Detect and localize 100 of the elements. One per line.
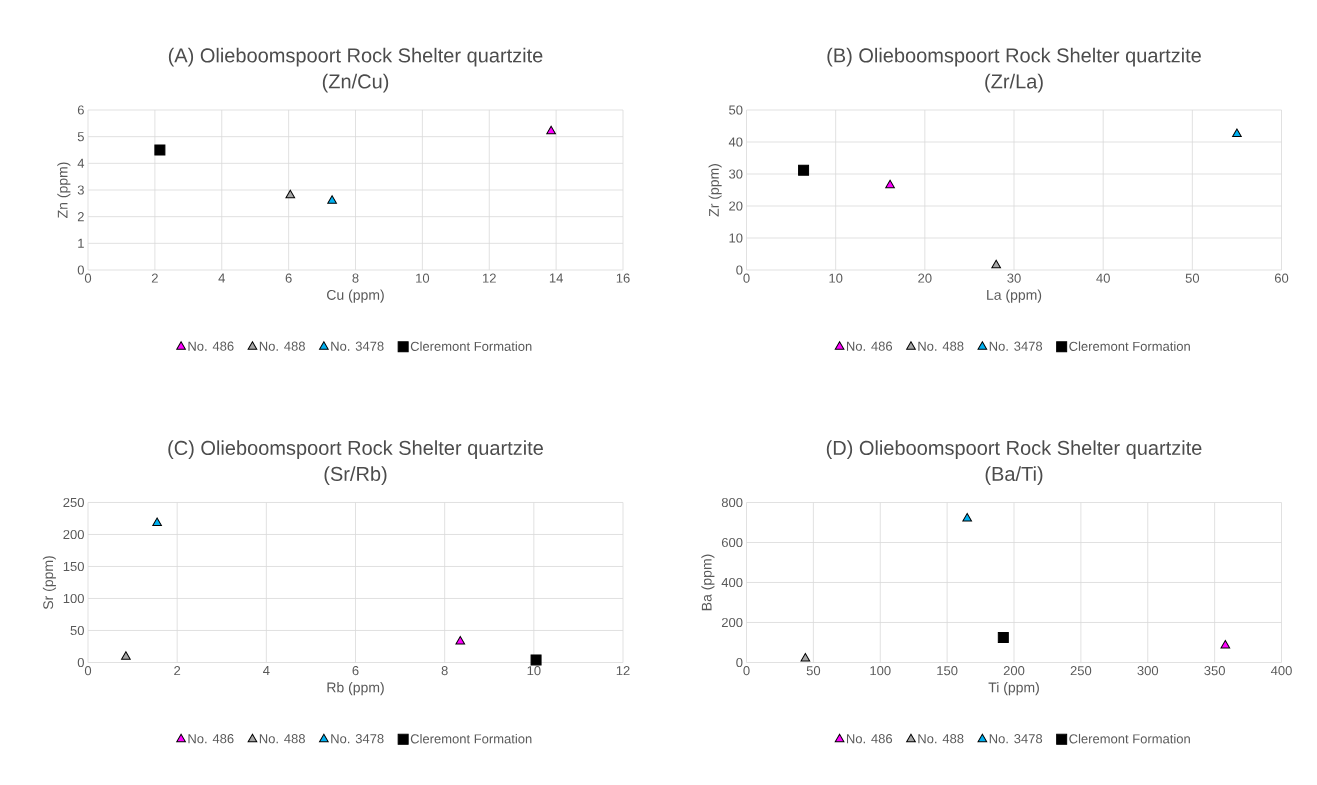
- y-tick-label: 250: [63, 497, 84, 508]
- legend-label: Cleremont Formation: [410, 733, 532, 744]
- x-tick-label: 10: [527, 666, 541, 676]
- legend-label: No. 486: [846, 734, 893, 744]
- legend-label: No. 486: [188, 341, 234, 351]
- y-tick-label: 2: [77, 212, 84, 222]
- x-tick-label: 12: [616, 666, 630, 676]
- legend-label: No. 3478: [989, 341, 1043, 351]
- chart-subtitle: (Ba/Ti): [985, 466, 1043, 485]
- x-tick-label: 4: [263, 666, 270, 675]
- x-tick-label: 0: [84, 666, 92, 676]
- y-tick-label: 50: [70, 625, 84, 636]
- y-tick-label: 0: [77, 265, 84, 275]
- point: [455, 635, 466, 645]
- legend-label: No. 486: [846, 341, 893, 351]
- legend-label: Cleremont Formation: [1069, 733, 1190, 744]
- y-axis-title: Sr (ppm): [42, 556, 56, 610]
- x-tick-label: 14: [549, 273, 563, 283]
- x-tick-label: 40: [1096, 273, 1110, 283]
- legend-label: No. 488: [259, 341, 305, 351]
- point: [800, 653, 811, 662]
- y-tick-label: 0: [736, 265, 743, 275]
- y-tick-label: 100: [63, 593, 84, 604]
- y-axis-title: Zr (ppm): [708, 164, 722, 217]
- legend-label: No. 3478: [989, 734, 1043, 744]
- y-tick-label: 50: [729, 105, 743, 115]
- point: [152, 517, 162, 526]
- x-tick-label: 350: [1204, 666, 1225, 676]
- x-tick-label: 250: [1070, 666, 1092, 676]
- point: [997, 632, 1009, 643]
- y-tick-label: 30: [729, 169, 743, 179]
- point: [798, 164, 810, 176]
- x-tick-label: 150: [937, 666, 958, 676]
- y-tick-label: 200: [721, 617, 743, 628]
- y-axis-title: Zn (ppm): [57, 162, 71, 218]
- y-tick-label: 20: [729, 201, 743, 211]
- x-tick-label: 300: [1137, 666, 1159, 676]
- x-axis-title: La (ppm): [987, 289, 1042, 303]
- x-tick-label: 200: [1003, 666, 1025, 676]
- chart-title: (B) Olieboomspoort Rock Shelter quartzite: [827, 47, 1201, 67]
- point: [327, 195, 337, 204]
- x-axis-title: Cu (ppm): [327, 289, 384, 303]
- legend-label: No. 488: [259, 734, 305, 744]
- x-tick-label: 0: [743, 273, 750, 283]
- x-tick-label: 50: [1185, 273, 1200, 283]
- x-tick-label: 6: [285, 273, 292, 283]
- y-tick-label: 3: [77, 185, 84, 195]
- y-tick-label: 10: [729, 233, 743, 243]
- point: [1232, 128, 1242, 137]
- x-axis-title: Rb (ppm): [327, 682, 384, 696]
- chart-subtitle: (Zn/Cu): [322, 73, 389, 93]
- x-tick-label: 100: [870, 666, 891, 676]
- x-tick-label: 30: [1007, 273, 1021, 283]
- x-tick-label: 20: [918, 273, 932, 283]
- x-tick-label: 4: [218, 273, 225, 283]
- x-tick-label: 8: [352, 273, 359, 283]
- x-tick-label: 8: [441, 666, 448, 676]
- chart-title: (D) Olieboomspoort Rock Shelter quartzite: [826, 440, 1202, 459]
- x-tick-label: 10: [416, 273, 430, 283]
- x-tick-label: 10: [829, 273, 843, 283]
- x-tick-label: 0: [84, 273, 92, 283]
- y-tick-label: 200: [63, 529, 84, 540]
- x-tick-label: 16: [616, 273, 630, 283]
- chart-title: (A) Olieboomspoort Rock Shelter quartzite: [168, 47, 543, 67]
- x-tick-label: 50: [806, 666, 821, 676]
- chart-subtitle: (Zr/La): [985, 73, 1043, 93]
- x-tick-label: 2: [174, 666, 181, 676]
- x-tick-label: 2: [151, 273, 158, 283]
- x-axis-title: Ti (ppm): [988, 682, 1039, 696]
- legend-label: Cleremont Formation: [1069, 341, 1190, 351]
- point: [530, 654, 542, 666]
- y-tick-label: 1: [78, 238, 84, 248]
- chart-subtitle: (Sr/Rb): [324, 466, 387, 485]
- point: [154, 144, 166, 156]
- point: [885, 179, 895, 189]
- point: [1220, 640, 1231, 649]
- y-tick-label: 0: [736, 657, 743, 668]
- point: [546, 125, 556, 135]
- x-tick-label: 6: [352, 666, 359, 676]
- legend-label: No. 486: [188, 734, 234, 744]
- y-tick-label: 800: [721, 497, 743, 508]
- legend-label: No. 3478: [331, 341, 384, 351]
- y-axis-title: Ba (ppm): [701, 554, 715, 611]
- x-tick-label: 12: [483, 273, 496, 283]
- x-tick-label: 60: [1274, 273, 1289, 283]
- legend-label: No. 488: [918, 341, 964, 351]
- y-tick-label: 600: [721, 537, 743, 548]
- legend-label: Cleremont Formation: [410, 341, 532, 351]
- y-tick-label: 150: [63, 561, 84, 572]
- y-tick-label: 5: [77, 132, 84, 142]
- x-tick-label: 400: [1270, 666, 1292, 676]
- point: [121, 651, 131, 660]
- chart-title: (C) Olieboomspoort Rock Shelter quartzite: [168, 440, 543, 459]
- y-tick-label: 4: [77, 158, 85, 168]
- x-tick-label: 0: [743, 666, 750, 676]
- y-tick-label: 400: [721, 577, 743, 588]
- y-tick-label: 40: [728, 137, 743, 147]
- legend-label: No. 488: [918, 734, 964, 744]
- y-tick-label: 0: [77, 657, 84, 668]
- point: [962, 513, 973, 522]
